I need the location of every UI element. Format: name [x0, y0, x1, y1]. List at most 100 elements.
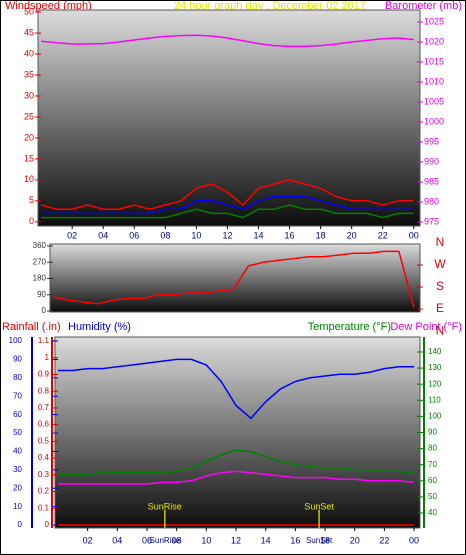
- tick-label: 0.8: [38, 386, 50, 395]
- tick-label: 1005: [424, 96, 444, 106]
- series-line: [41, 34, 414, 48]
- tick-label: 20: [13, 483, 22, 492]
- tick-label: 0.9: [38, 370, 50, 379]
- tick-label: 0: [45, 520, 50, 529]
- x-tick-label: 08: [172, 535, 182, 545]
- x-tick-label: 22: [378, 230, 388, 240]
- x-tick-label: 20: [350, 535, 360, 545]
- barometer-axis-label: Barometer (mb): [385, 0, 462, 12]
- tick-label: 1.1: [38, 336, 50, 345]
- series-line: [40, 179, 414, 210]
- tick-label: 110: [428, 395, 441, 404]
- tick-label: 0.6: [38, 420, 50, 429]
- x-tick-label: 12: [231, 535, 241, 545]
- x-tick-label: 16: [290, 535, 300, 545]
- tick-label: 1015: [424, 56, 444, 66]
- x-tick-label: 18: [320, 535, 330, 545]
- tick-label: 1025: [424, 16, 444, 26]
- x-tick-label: 22: [379, 535, 389, 545]
- x-tick-label: 10: [191, 230, 201, 240]
- sun-axis-label: SunRise: [150, 536, 181, 545]
- wind-axis-label: Windspeed (mph): [5, 0, 92, 12]
- plot-background: [54, 336, 421, 529]
- x-tick-label: 00: [409, 230, 419, 240]
- tick-label: 50: [24, 6, 34, 16]
- tick-label: 0: [18, 520, 23, 529]
- chart-title: 24 hour graph day : December 02 2017: [174, 0, 366, 12]
- tick-label: 40: [24, 48, 34, 58]
- tick-label: 80: [13, 373, 22, 382]
- tick-label: 40: [428, 508, 437, 517]
- tick-label: S: [436, 279, 444, 293]
- tick-label: 180: [33, 274, 47, 283]
- tick-label: 80: [428, 444, 437, 453]
- tick-label: 45: [24, 27, 34, 37]
- tick-label: 270: [33, 257, 47, 266]
- tick-label: 140: [428, 347, 442, 356]
- tick-label: 60: [13, 410, 22, 419]
- tick-label: 70: [13, 391, 22, 400]
- tick-label: 20: [24, 132, 34, 142]
- x-tick-label: 06: [129, 230, 139, 240]
- tick-label: 0.4: [38, 453, 50, 462]
- tick-label: 975: [424, 216, 439, 226]
- tick-label: 360: [33, 241, 47, 250]
- tick-label: 0.2: [38, 487, 50, 496]
- sun-axis-label: SunSet: [306, 536, 333, 545]
- x-tick-label: 18: [316, 230, 326, 240]
- tick-label: 30: [13, 465, 22, 474]
- tick-label: 10: [24, 174, 34, 184]
- tick-label: 1: [45, 353, 50, 362]
- plot-background: [37, 9, 421, 227]
- tick-label: 0.1: [38, 503, 50, 512]
- tick-label: 90: [13, 355, 22, 364]
- tick-label: 25: [24, 111, 34, 121]
- tick-label: 50: [428, 492, 437, 501]
- x-tick-label: 16: [285, 230, 295, 240]
- tick-label: 35: [24, 69, 34, 79]
- tick-label: 980: [424, 196, 439, 206]
- tick-label: 50: [13, 428, 22, 437]
- dewpoint-axis-label: Dew Point (°F): [390, 321, 462, 333]
- tick-label: 0: [29, 216, 34, 226]
- tick-label: 90: [37, 290, 46, 299]
- tick-label: 5: [29, 195, 34, 205]
- tick-label: 70: [428, 460, 437, 469]
- x-tick-label: 04: [112, 535, 122, 545]
- tick-label: 40: [13, 447, 22, 456]
- tick-label: N: [436, 323, 445, 337]
- rain-axis-label: Rainfall (.in): [2, 321, 61, 333]
- sun-label: SunSet: [304, 501, 334, 511]
- tick-label: E: [436, 301, 444, 315]
- tick-label: 130: [428, 363, 442, 372]
- x-tick-label: 00: [409, 535, 419, 545]
- series-line: [41, 195, 414, 215]
- tick-label: 120: [428, 379, 442, 388]
- tick-label: 90: [428, 428, 437, 437]
- x-tick-label: 10: [201, 535, 211, 545]
- x-tick-label: 14: [253, 230, 263, 240]
- x-tick-label: 04: [98, 230, 108, 240]
- tick-label: 60: [428, 476, 437, 485]
- series-line: [58, 449, 415, 476]
- tick-label: N: [436, 235, 445, 249]
- humidity-axis-label: Humidity (%): [68, 321, 131, 333]
- tick-label: W: [434, 257, 446, 271]
- series-line: [52, 250, 415, 308]
- x-tick-label: 20: [347, 230, 357, 240]
- tick-label: 1000: [424, 116, 444, 126]
- tick-label: 1020: [424, 36, 444, 46]
- x-tick-label: 06: [142, 535, 152, 545]
- x-tick-label: 02: [67, 230, 77, 240]
- series-line: [58, 358, 415, 420]
- tick-label: 995: [424, 136, 439, 146]
- series-line: [58, 470, 415, 485]
- tick-label: 990: [424, 156, 439, 166]
- temperature-axis-label: Temperature (°F): [308, 321, 391, 333]
- tick-label: 30: [24, 90, 34, 100]
- x-tick-label: 12: [222, 230, 232, 240]
- tick-label: 0: [42, 306, 47, 315]
- tick-label: 15: [24, 153, 34, 163]
- tick-label: 1010: [424, 76, 444, 86]
